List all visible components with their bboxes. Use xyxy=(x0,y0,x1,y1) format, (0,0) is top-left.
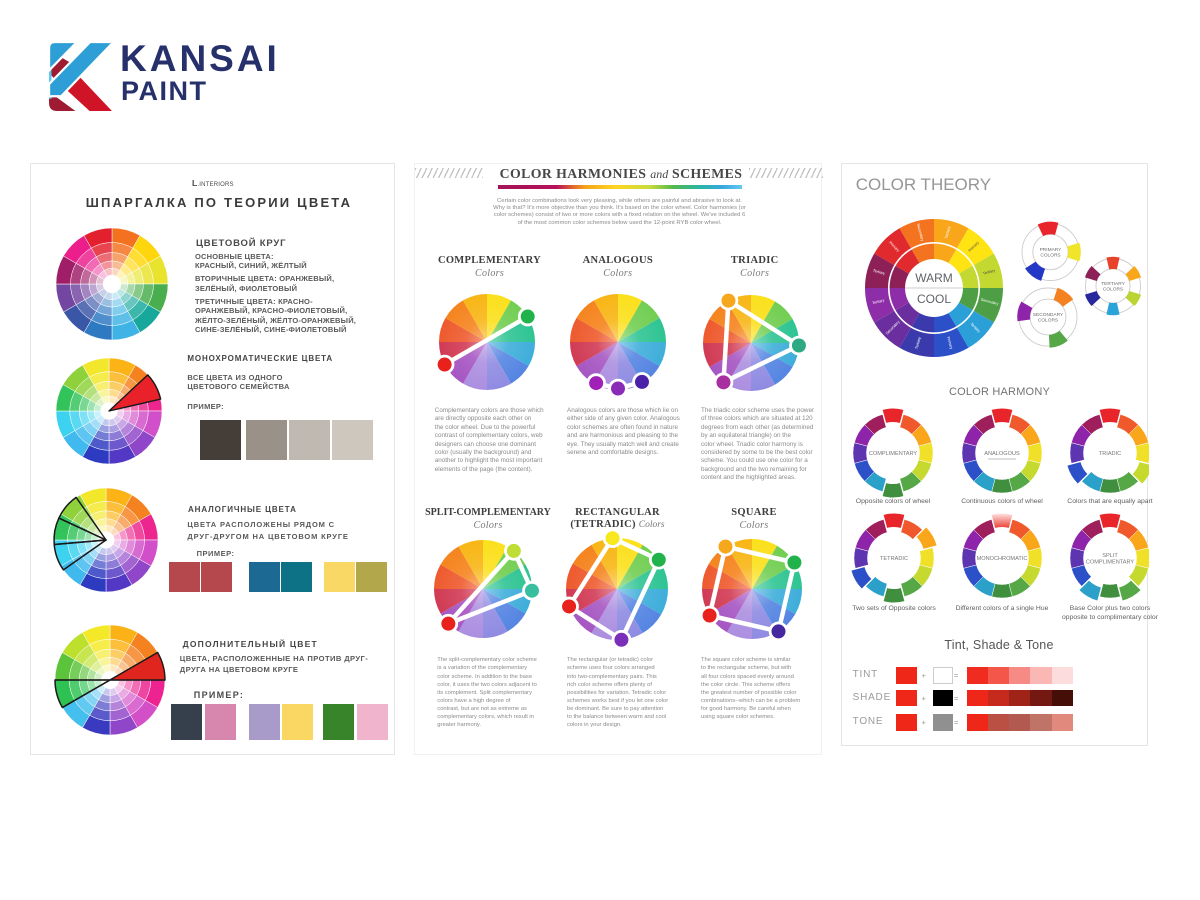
svg-text:Tertiary: Tertiary xyxy=(872,269,885,276)
svg-text:Primary: Primary xyxy=(946,336,953,350)
svg-text:TRIADIC: TRIADIC xyxy=(1099,451,1121,457)
svg-text:TERTIARY: TERTIARY xyxy=(1101,281,1125,287)
svg-text:Tertiary: Tertiary xyxy=(983,269,996,276)
svg-text:COLORS: COLORS xyxy=(1040,253,1060,259)
svg-text:Secondary: Secondary xyxy=(916,223,925,242)
svg-text:COLORS: COLORS xyxy=(1103,287,1123,293)
svg-text:PRIMARY: PRIMARY xyxy=(1040,247,1063,253)
svg-text:Tertiary: Tertiary xyxy=(944,226,951,239)
svg-text:MONOCHROMATIC: MONOCHROMATIC xyxy=(977,556,1028,562)
svg-text:SPLIT: SPLIT xyxy=(1102,553,1118,559)
svg-text:TETRADIC: TETRADIC xyxy=(880,556,908,562)
svg-text:ANALOGOUS: ANALOGOUS xyxy=(984,451,1020,457)
svg-text:COLORS: COLORS xyxy=(1038,318,1058,324)
svg-text:SECONDARY: SECONDARY xyxy=(1033,312,1064,318)
svg-text:Tertiary: Tertiary xyxy=(872,298,885,305)
svg-text:COMPLIMENTARY: COMPLIMENTARY xyxy=(1086,560,1135,566)
svg-text:COOL: COOL xyxy=(917,292,951,306)
svg-text:WARM: WARM xyxy=(915,271,953,285)
svg-text:Tertiary: Tertiary xyxy=(915,336,922,349)
svg-text:COMPLIMENTARY: COMPLIMENTARY xyxy=(869,451,918,457)
svg-text:Tertiary: Tertiary xyxy=(969,322,981,334)
svg-text:Secondary: Secondary xyxy=(980,298,999,307)
